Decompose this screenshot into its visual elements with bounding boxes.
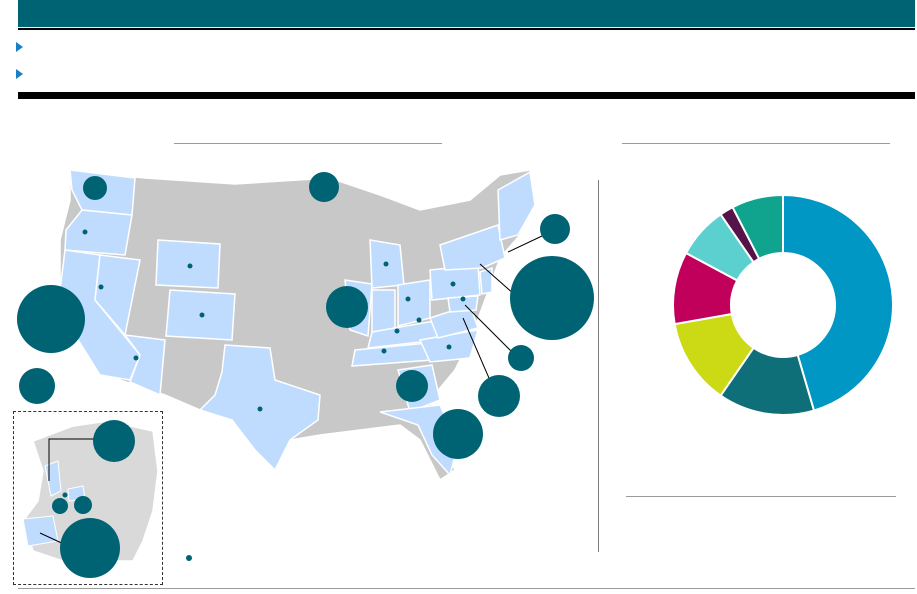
us-map — [17, 169, 594, 482]
state-marker — [133, 355, 139, 361]
bubble-marker — [510, 256, 594, 340]
bubble-marker — [74, 496, 92, 514]
bubble-marker — [326, 286, 368, 328]
bubble-marker — [309, 172, 339, 202]
country-spain — [22, 515, 59, 547]
bubble-marker — [433, 409, 483, 459]
state-marker — [405, 296, 411, 302]
state-marker — [450, 281, 456, 287]
state-marker — [187, 263, 193, 269]
bubble-marker — [508, 345, 534, 371]
europe-map — [22, 420, 159, 578]
donut-slice-1 — [782, 193, 894, 412]
legend-dot-icon — [186, 555, 192, 561]
state-marker — [98, 284, 104, 290]
bubble-marker — [60, 518, 120, 578]
bubble-marker — [93, 420, 135, 462]
donut-slice-7 — [731, 193, 784, 261]
state-newjersey — [479, 266, 493, 295]
chart-title-rule — [622, 143, 890, 144]
state-newengland — [497, 170, 536, 241]
state-marker — [199, 312, 205, 318]
state-marker — [381, 348, 387, 354]
panel-divider — [598, 180, 599, 552]
bubble-marker — [19, 368, 55, 404]
state-ohio — [397, 279, 431, 327]
bubble-marker — [83, 176, 107, 200]
state-indiana — [371, 289, 396, 333]
state-newyork — [439, 224, 506, 271]
state-marker — [446, 344, 452, 350]
bullet-arrow-icon — [16, 69, 23, 79]
bubble-marker — [17, 285, 85, 353]
state-marker — [460, 296, 466, 302]
bubble-marker — [478, 375, 520, 417]
state-maryland — [447, 295, 479, 313]
footer-rule — [18, 588, 915, 589]
header-rule — [18, 28, 915, 30]
bubble-marker — [540, 214, 570, 244]
state-arizona — [123, 334, 166, 397]
map-title-rule — [174, 143, 442, 144]
bubble-marker — [396, 370, 428, 402]
state-marker — [394, 328, 400, 334]
state-marker — [383, 261, 389, 267]
state-marker — [82, 229, 88, 235]
bullet-arrow-icon — [16, 42, 23, 52]
donut-chart — [672, 193, 894, 416]
state-marker — [257, 406, 263, 412]
state-marker — [62, 492, 68, 498]
section-divider — [18, 92, 915, 99]
state-marker — [416, 317, 422, 323]
europe-inset — [13, 411, 163, 585]
bubble-marker — [52, 498, 68, 514]
chart-footnote-rule — [626, 496, 896, 497]
state-oregon — [64, 209, 133, 256]
header-bar — [18, 0, 915, 27]
state-wyoming — [155, 239, 221, 289]
